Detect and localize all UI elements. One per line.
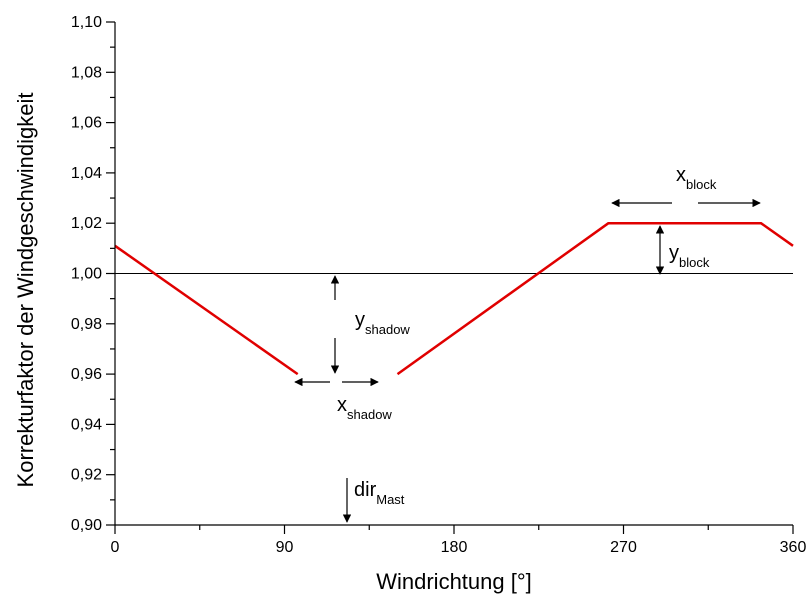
y-tick-label: 0,98 <box>71 316 102 333</box>
x-tick-label: 270 <box>610 539 637 556</box>
dir-mast-label: dirMast <box>354 479 405 507</box>
ticks-layer: 0,90 0,92 0,94 0,96 0,98 1,00 1,02 1,04 1,06 1,08… <box>71 14 807 556</box>
x-block-label: xblock <box>676 164 717 192</box>
y-tick-label: 1,06 <box>71 115 102 132</box>
y-tick-label: 1,10 <box>71 14 102 31</box>
series-line-segment <box>114 244 299 376</box>
y-tick-label: 1,08 <box>71 64 102 81</box>
y-axis-label: Korrekturfaktor der Windgeschwindigkeit <box>13 93 38 488</box>
y-tick-label: 0,92 <box>71 467 102 484</box>
annotation-y-block: yblock <box>655 225 710 275</box>
y-shadow-label: yshadow <box>355 309 410 337</box>
y-tick-label: 0,90 <box>71 517 102 534</box>
x-tick-label: 0 <box>111 539 120 556</box>
annotation-dir-mast: dirMast <box>342 478 405 523</box>
annotation-y-shadow: yshadow <box>330 275 410 374</box>
y-tick-label: 1,04 <box>71 165 102 182</box>
y-tick-label: 0,94 <box>71 416 102 433</box>
y-block-label: yblock <box>669 242 710 270</box>
series-line-segment <box>396 221 794 376</box>
annotation-x-shadow: xshadow <box>294 377 392 422</box>
x-tick-label: 90 <box>276 539 294 556</box>
y-tick-label: 1,00 <box>71 266 102 283</box>
series-layer <box>114 221 794 376</box>
y-tick-label: 1,02 <box>71 215 102 232</box>
x-shadow-label: xshadow <box>337 394 392 422</box>
y-tick-label: 0,96 <box>71 366 102 383</box>
x-axis-label: Windrichtung [°] <box>376 569 532 594</box>
annotation-x-block: xblock <box>611 164 761 208</box>
x-tick-label: 180 <box>441 539 468 556</box>
x-tick-label: 360 <box>780 539 807 556</box>
